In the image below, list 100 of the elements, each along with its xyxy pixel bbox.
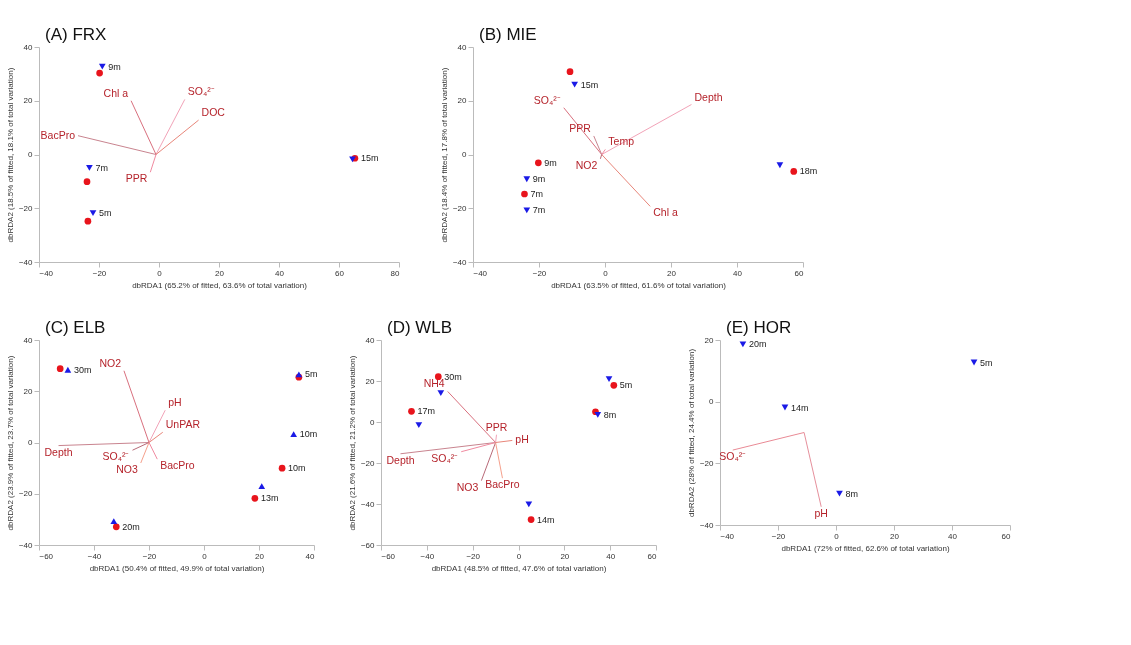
series-label: NO2 xyxy=(575,158,598,171)
x-axis-title: dbRDA1 (48.5% of fitted, 47.6% of total variation) xyxy=(431,563,607,573)
x-tick-label: 40 xyxy=(275,268,285,278)
annotation: 15m xyxy=(360,153,379,164)
x-axis-title: dbRDA1 (63.5% of fitted, 61.6% of total variation) xyxy=(551,280,727,290)
x-tick-label: 60 xyxy=(1001,531,1012,541)
annotation: 7m xyxy=(532,205,546,216)
x-tick-label: −60 xyxy=(39,551,54,561)
series-label: BacPro xyxy=(160,459,195,472)
y-tick-label: 40 xyxy=(457,42,468,52)
series-label: SO₄²⁻ xyxy=(187,85,215,98)
x-tick-label: 20 xyxy=(255,551,265,561)
y-tick-label: −20 xyxy=(18,203,34,213)
y-tick-label: 20 xyxy=(23,96,34,106)
annotation: 9m xyxy=(544,157,557,168)
y-tick-label: 40 xyxy=(365,335,376,345)
y-tick-label: −40 xyxy=(18,540,34,550)
y-axis-title: dbRDA2 (18.4% of fitted, 17.8% of total variation) xyxy=(439,67,449,243)
annotation: 20m xyxy=(122,521,140,532)
y-tick-label: 0 xyxy=(462,150,468,159)
y-tick-label: 0 xyxy=(28,438,34,447)
chart-title: (E) HOR xyxy=(726,318,792,337)
x-tick-label: 20 xyxy=(890,531,900,541)
y-axis-title: dbRDA2 (18.5% of fitted, 18.1% of total variation) xyxy=(5,67,15,243)
y-tick-label: 0 xyxy=(28,150,34,159)
y-tick-label: 0 xyxy=(370,417,376,427)
x-tick-label: 20 xyxy=(667,268,677,278)
y-axis-title: dbRDA2 (21.6% of fitted, 21.2% of total variation) xyxy=(347,355,357,531)
x-tick-label: 0 xyxy=(603,268,609,278)
annotation: 8m xyxy=(845,488,858,499)
y-tick-label: −20 xyxy=(452,203,468,213)
y-tick-label: −20 xyxy=(360,458,376,468)
annotation: 8m xyxy=(603,409,617,420)
series-label: PPR xyxy=(485,420,508,433)
annotation: 13m xyxy=(260,493,279,504)
series-label: BacPro xyxy=(485,478,520,491)
series-label: pH xyxy=(168,396,182,409)
x-tick-label: −60 xyxy=(381,551,396,561)
annotation: 7m xyxy=(530,189,543,200)
y-tick-label: 20 xyxy=(704,335,715,345)
series-label: BacPro xyxy=(40,128,76,141)
x-tick-label: −40 xyxy=(473,268,488,278)
series-label: pH xyxy=(515,433,529,446)
y-tick-label: 40 xyxy=(23,42,34,52)
y-tick-label: 40 xyxy=(23,335,34,345)
x-tick-label: 40 xyxy=(733,268,743,278)
annotation: 5m xyxy=(99,208,112,219)
annotation: 15m xyxy=(580,79,599,90)
x-tick-label: 0 xyxy=(834,531,840,541)
annotation: 17m xyxy=(417,406,435,417)
series-label: NO3 xyxy=(116,463,138,475)
x-tick-label: −40 xyxy=(39,268,54,278)
annotation: 30m xyxy=(444,371,462,382)
x-tick-label: 20 xyxy=(560,551,570,561)
y-tick-label: −20 xyxy=(699,458,715,468)
annotation: 14m xyxy=(537,514,555,525)
series-label: Chl a xyxy=(653,206,678,219)
x-tick-label: 40 xyxy=(305,551,316,561)
y-tick-label: 0 xyxy=(709,397,715,407)
annotation: 18m xyxy=(799,166,818,177)
series-label: SO₄²⁻ xyxy=(102,450,130,463)
series-label: SO₄²⁻ xyxy=(533,93,561,106)
y-tick-label: −40 xyxy=(18,257,34,267)
x-axis-title: dbRDA1 (72% of fitted, 62.6% of total variation) xyxy=(781,543,950,553)
series-label: Depth xyxy=(44,445,73,458)
series-label: PPR xyxy=(125,172,148,185)
annotation: 10m xyxy=(299,429,318,440)
x-tick-label: 60 xyxy=(794,268,805,278)
y-tick-label: 20 xyxy=(23,386,34,396)
chart-title: (B) MIE xyxy=(479,25,537,44)
series-label: DOC xyxy=(201,106,226,119)
x-tick-label: −40 xyxy=(720,531,735,541)
series-label: SO₄²⁻ xyxy=(431,451,459,464)
y-tick-label: −40 xyxy=(360,499,376,509)
x-tick-label: 0 xyxy=(157,268,163,278)
annotation: 10m xyxy=(288,463,306,474)
y-axis-title: dbRDA2 (28% of fitted, 24.4% of total variation) xyxy=(686,348,696,518)
y-tick-label: −40 xyxy=(699,520,715,530)
x-tick-label: −20 xyxy=(92,268,107,278)
x-tick-label: 40 xyxy=(948,531,958,541)
annotation: 9m xyxy=(108,61,121,72)
series-label: Chl a xyxy=(103,86,129,99)
series-label: Temp xyxy=(608,135,635,148)
chart-title: (C) ELB xyxy=(45,318,106,337)
series-label: Depth xyxy=(386,453,415,466)
annotation: 5m xyxy=(304,369,318,380)
series-label: pH xyxy=(814,506,828,519)
x-tick-label: 40 xyxy=(606,551,616,561)
annotation: 30m xyxy=(73,364,92,375)
series-label: UnPAR xyxy=(165,418,201,431)
x-axis-title: dbRDA1 (50.4% of fitted, 49.9% of total variation) xyxy=(89,563,265,573)
y-axis-title: dbRDA2 (23.9% of fitted, 23.7% of total variation) xyxy=(5,355,15,531)
series-label: PPR xyxy=(569,121,592,134)
annotation: 14m xyxy=(790,402,809,413)
chart-title: (A) FRX xyxy=(45,25,107,44)
x-tick-label: 80 xyxy=(390,268,401,278)
y-tick-label: 20 xyxy=(365,376,376,386)
series-label: NO3 xyxy=(456,480,479,493)
y-tick-label: −20 xyxy=(18,489,34,499)
annotation: 5m xyxy=(619,380,633,391)
